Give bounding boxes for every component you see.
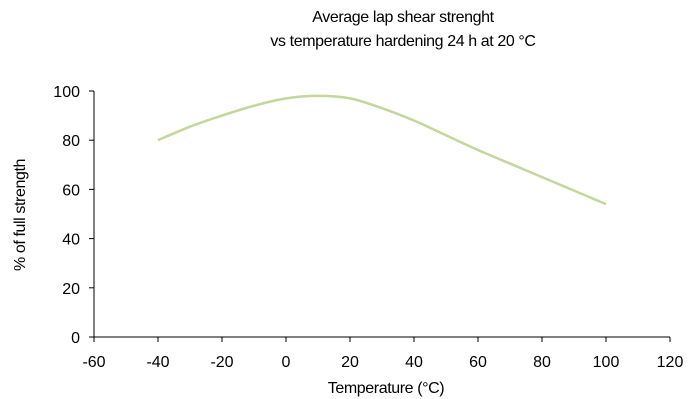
- x-tick-label: 20: [341, 354, 359, 371]
- y-tick-label: 20: [62, 281, 80, 298]
- x-tick-label: 120: [657, 354, 684, 371]
- y-axis-label: % of full strength: [12, 159, 29, 271]
- chart-title: Average lap shear strenght vs temperatur…: [270, 9, 536, 50]
- series-line: [157, 94, 607, 206]
- y-tick-label: 80: [62, 133, 80, 150]
- y-tick-label: 40: [62, 232, 80, 249]
- x-tick-label: 100: [593, 354, 620, 371]
- x-tick-label: 80: [533, 354, 551, 371]
- x-tick-label: -60: [82, 354, 105, 371]
- x-tick-label: -40: [146, 354, 169, 371]
- x-tick-label: 40: [405, 354, 423, 371]
- y-axis-ticks: 0 20 40 60 80 100: [53, 84, 94, 347]
- x-tick-label: 0: [282, 354, 291, 371]
- x-axis-ticks: -60 -40 -20 0 20 40 60 80 100 120: [82, 337, 683, 371]
- y-tick-label: 0: [71, 330, 80, 347]
- chart-title-line-2: vs temperature hardening 24 h at 20 °C: [270, 33, 535, 50]
- x-tick-label: 60: [469, 354, 487, 371]
- y-tick-label: 60: [62, 182, 80, 199]
- series-layer: [157, 94, 607, 206]
- x-axis-label: Temperature (°C): [328, 380, 445, 397]
- x-tick-label: -20: [210, 354, 233, 371]
- y-tick-label: 100: [53, 84, 80, 101]
- chart-title-line-1: Average lap shear strenght: [312, 9, 494, 26]
